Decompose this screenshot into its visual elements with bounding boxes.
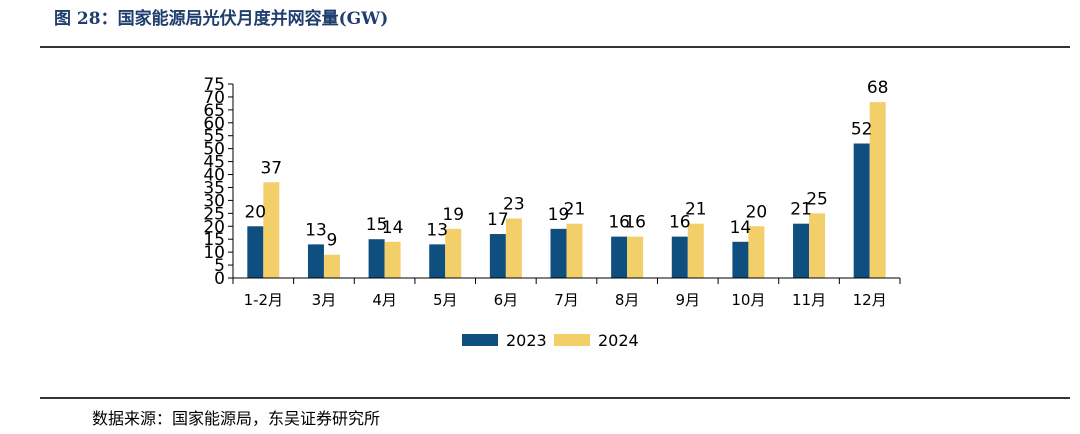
y-tick-label: 45 <box>203 153 225 173</box>
bar-2024 <box>263 182 280 278</box>
top-rule <box>40 46 1070 48</box>
bar-2023 <box>611 236 628 278</box>
data-label-2024: 21 <box>564 200 586 220</box>
y-tick-label: 10 <box>203 243 225 263</box>
source-note: 数据来源：国家能源局，东吴证券研究所 <box>92 409 381 428</box>
data-label-2023: 13 <box>305 220 327 240</box>
y-tick-label: 30 <box>203 191 225 211</box>
data-label-2024: 25 <box>806 189 828 209</box>
data-label-2023: 15 <box>366 215 388 235</box>
x-tick-label: 8月 <box>615 291 640 309</box>
y-tick-label: 15 <box>203 230 225 250</box>
data-label-2024: 19 <box>442 205 464 225</box>
bar-2023 <box>671 236 688 278</box>
data-label-2024: 16 <box>624 213 646 233</box>
bar-2024 <box>809 213 826 278</box>
y-tick-label: 60 <box>203 114 225 134</box>
bar-2024 <box>445 228 462 278</box>
data-label-2023: 52 <box>851 119 873 139</box>
data-label-2023: 17 <box>487 210 509 230</box>
data-label-2023: 19 <box>548 205 570 225</box>
legend-swatch-2024 <box>554 334 590 346</box>
x-tick-label: 4月 <box>372 291 397 309</box>
bar-2023 <box>853 143 870 278</box>
bar-2023 <box>307 244 324 278</box>
bar-2024 <box>748 226 765 278</box>
bar-2023 <box>793 223 810 278</box>
legend-swatch-2023 <box>462 334 498 346</box>
data-label-2023: 13 <box>426 220 448 240</box>
data-label-2024: 23 <box>503 195 525 215</box>
data-label-2023: 16 <box>669 213 691 233</box>
data-label-2024: 20 <box>746 202 768 222</box>
x-tick-label: 10月 <box>731 291 765 309</box>
data-label-2024: 9 <box>327 231 338 251</box>
y-tick-label: 50 <box>203 140 225 160</box>
bar-2024 <box>869 102 886 279</box>
figure-title: 图 28：国家能源局光伏月度并网容量(GW) <box>54 9 389 29</box>
x-tick-label: 3月 <box>312 291 337 309</box>
x-tick-label: 9月 <box>675 291 700 309</box>
y-tick-label: 70 <box>203 88 225 108</box>
y-tick-label: 65 <box>203 101 225 121</box>
data-label-2023: 20 <box>244 202 266 222</box>
y-tick-label: 40 <box>203 166 225 186</box>
x-tick-label: 12月 <box>853 291 887 309</box>
legend: 2023 2024 <box>462 331 639 350</box>
bar-2023 <box>368 239 385 278</box>
data-label-2023: 16 <box>608 213 630 233</box>
data-label-2024: 37 <box>260 158 282 178</box>
bar-2024 <box>627 236 644 278</box>
bars <box>247 102 886 279</box>
bottom-rule <box>40 397 1070 399</box>
bar-2024 <box>687 223 704 278</box>
bar-2024 <box>566 223 583 278</box>
y-tick-label: 0 <box>214 269 225 289</box>
data-label-2024: 14 <box>382 218 404 238</box>
data-label-2024: 68 <box>867 78 889 98</box>
y-tick-label: 55 <box>203 127 225 147</box>
x-axis: 1-2月 3月 4月 5月 6月 7月 8月 9月 10月 11月 12月 <box>232 277 901 309</box>
bar-2023 <box>732 241 749 278</box>
bar-2023 <box>489 234 506 278</box>
bar-2023 <box>429 244 446 278</box>
x-tick-label: 11月 <box>792 291 826 309</box>
data-label-2024: 21 <box>685 200 707 220</box>
bar-2024 <box>384 241 401 278</box>
y-tick-label: 20 <box>203 217 225 237</box>
bar-2024 <box>323 254 340 278</box>
legend-label-2024: 2024 <box>598 331 639 350</box>
y-tick-label: 75 <box>203 75 225 95</box>
y-tick-label: 35 <box>203 178 225 198</box>
legend-label-2023: 2023 <box>506 331 547 350</box>
data-label-2023: 21 <box>790 200 812 220</box>
y-tick-label: 5 <box>214 256 225 276</box>
x-tick-label: 7月 <box>554 291 579 309</box>
x-tick-label: 5月 <box>433 291 458 309</box>
data-label-2023: 14 <box>730 218 752 238</box>
bar-2024 <box>505 218 522 278</box>
x-tick-label: 6月 <box>494 291 519 309</box>
bar-2023 <box>550 228 567 278</box>
bar-2023 <box>247 226 264 278</box>
x-tick-label: 1-2月 <box>244 291 284 309</box>
y-tick-label: 25 <box>203 204 225 224</box>
